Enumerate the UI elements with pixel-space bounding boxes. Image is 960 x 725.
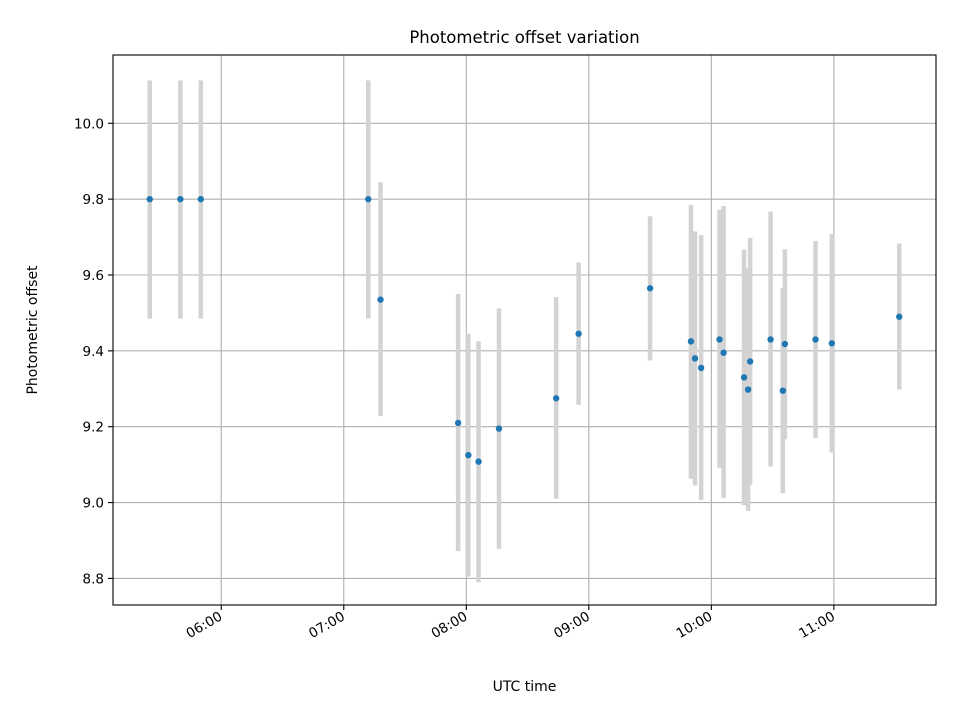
data-point (687, 338, 695, 345)
chart-title: Photometric offset variation (409, 28, 639, 47)
data-point (365, 195, 372, 203)
data-point (697, 364, 705, 372)
y-tick-label: 9.6 (83, 268, 104, 284)
data-point (828, 340, 836, 347)
y-tick-label: 9.4 (83, 344, 104, 360)
plot-frame (112, 54, 937, 606)
data-point (454, 419, 462, 427)
data-point (896, 313, 903, 320)
y-tick-label: 9.8 (83, 192, 104, 208)
data-point (177, 195, 184, 203)
plot-area (113, 55, 936, 605)
data-points (146, 195, 903, 465)
data-point (720, 349, 727, 356)
data-point (475, 458, 482, 465)
data-point (197, 195, 205, 203)
y-tick-label: 9.0 (83, 496, 104, 512)
data-point (767, 336, 774, 343)
data-point (716, 336, 723, 343)
data-point (691, 355, 699, 362)
data-point (740, 374, 748, 381)
y-axis-label: Photometric offset (25, 265, 41, 395)
y-tick-label: 10.0 (74, 116, 104, 132)
data-point (146, 195, 153, 203)
x-axis-label: UTC time (493, 679, 557, 695)
data-point (779, 387, 787, 394)
data-point (495, 425, 503, 432)
data-point (646, 285, 654, 292)
data-point (812, 336, 819, 343)
data-point (552, 395, 560, 402)
data-point (575, 330, 582, 337)
data-point (465, 451, 472, 459)
data-point (746, 358, 754, 365)
data-point (744, 386, 752, 393)
data-point (781, 340, 789, 348)
y-tick-label: 8.8 (83, 571, 104, 587)
y-tick-label: 9.2 (83, 420, 104, 436)
data-point (377, 296, 384, 303)
grid (113, 55, 936, 605)
